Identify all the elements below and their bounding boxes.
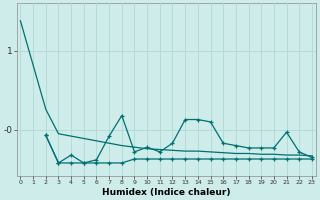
X-axis label: Humidex (Indice chaleur): Humidex (Indice chaleur) <box>102 188 230 197</box>
